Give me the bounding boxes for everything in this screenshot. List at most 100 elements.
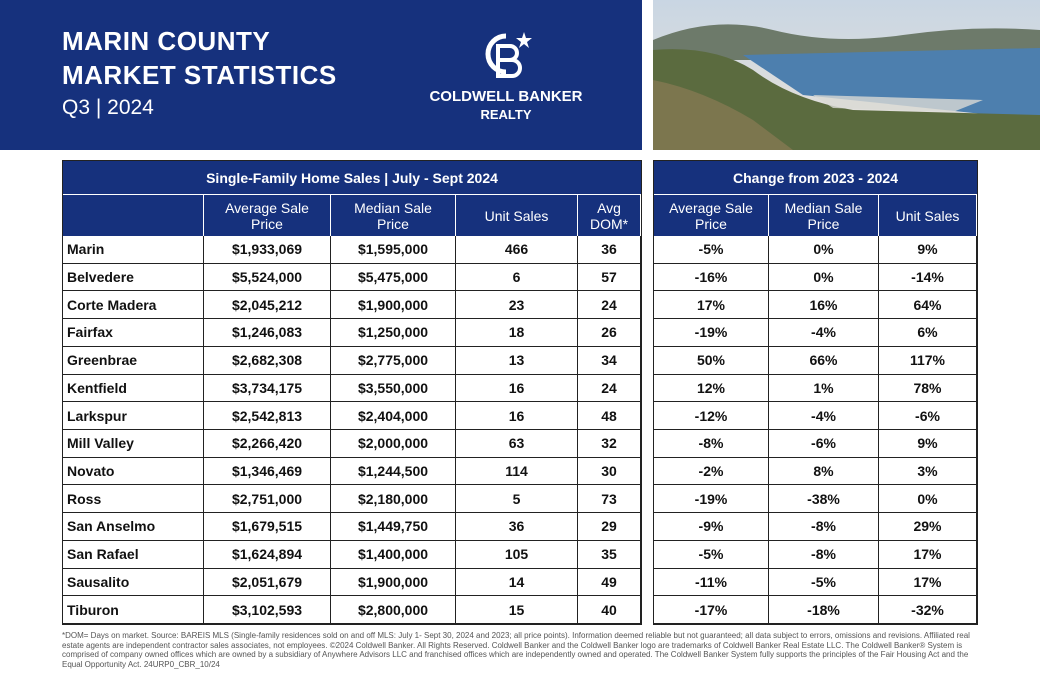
subtitle: Q3 | 2024 [62,96,154,119]
table-cell: 3% [879,457,977,486]
table-cell: 63 [456,430,578,458]
table-cell: -14% [879,263,977,292]
row-label: Sausalito [63,568,204,597]
table-cell: 35 [578,540,641,569]
table-cell: 34 [578,346,641,375]
table-cell: $2,266,420 [204,430,331,458]
row-label: Tiburon [63,596,204,624]
table-cell: -19% [654,485,769,514]
row-label: Novato [63,457,204,486]
table-cell: -11% [654,568,769,597]
table-cell: $2,682,308 [204,346,331,375]
logo-text: COLDWELL BANKER [429,88,583,105]
table-cell: -12% [654,402,769,430]
table-cell: -8% [769,513,879,541]
table-cell: 29 [578,513,641,541]
table-cell: $2,000,000 [331,430,456,458]
table-title: Change from 2023 - 2024 [654,161,977,195]
table-cell: 66% [769,346,879,375]
row-label: Marin [63,236,204,264]
photo [653,0,1040,150]
table-cell: -32% [879,596,977,624]
row-label: Ross [63,485,204,514]
table-cell: $2,751,000 [204,485,331,514]
table-cell: $2,404,000 [331,402,456,430]
table-cell: 17% [879,568,977,597]
table-cell: $3,102,593 [204,596,331,624]
table-cell: 6 [456,263,578,292]
row-label: Greenbrae [63,346,204,375]
row-label: Larkspur [63,402,204,430]
table-cell: 5 [456,485,578,514]
table-cell: $3,550,000 [331,374,456,403]
table-cell: $2,045,212 [204,291,331,320]
table-cell: 1% [769,374,879,403]
table-cell: 36 [578,236,641,264]
table-cell: -8% [769,540,879,569]
footnote: *DOM= Days on market. Source: BAREIS MLS… [62,631,970,669]
table-cell: -16% [654,263,769,292]
table-cell: 48 [578,402,641,430]
header: MARIN COUNTY MARKET STATISTICS Q3 | 2024… [0,0,642,150]
table-cell: 9% [879,430,977,458]
table-cell: $1,400,000 [331,540,456,569]
table-cell: 0% [769,236,879,264]
table-cell: -6% [879,402,977,430]
column-header [63,195,204,236]
table-cell: 26 [578,319,641,347]
table-cell: 117% [879,346,977,375]
table-cell: $1,679,515 [204,513,331,541]
column-header: Unit Sales [879,195,977,236]
table-cell: 24 [578,374,641,403]
title-line: MARIN COUNTY [62,26,271,56]
table-cell: $1,250,000 [331,319,456,347]
row-label: Belvedere [63,263,204,292]
table-cell: -17% [654,596,769,624]
table-cell: $2,800,000 [331,596,456,624]
table-cell: $1,244,500 [331,457,456,486]
table-cell: 30 [578,457,641,486]
table-cell: -4% [769,402,879,430]
table-cell: 13 [456,346,578,375]
table-title: Single-Family Home Sales | July - Sept 2… [63,161,641,195]
table-cell: $1,246,083 [204,319,331,347]
table-cell: 0% [879,485,977,514]
table-cell: $2,051,679 [204,568,331,597]
table-cell: 49 [578,568,641,597]
table-cell: $3,734,175 [204,374,331,403]
table-cell: 12% [654,374,769,403]
change-table: Change from 2023 - 2024 Average Sale Pric… [653,160,978,625]
table-cell: $1,900,000 [331,291,456,320]
table-cell: 17% [879,540,977,569]
table-cell: $1,346,469 [204,457,331,486]
table-cell: $1,595,000 [331,236,456,264]
table-cell: -5% [769,568,879,597]
table-cell: 29% [879,513,977,541]
row-label: San Anselmo [63,513,204,541]
row-label: Kentfield [63,374,204,403]
column-header: Average Sale Price [204,195,331,236]
row-label: San Rafael [63,540,204,569]
table-cell: $2,180,000 [331,485,456,514]
table-cell: -19% [654,319,769,347]
table-cell: 18 [456,319,578,347]
table-cell: 40 [578,596,641,624]
sales-table: Single-Family Home Sales | July - Sept 2… [62,160,642,625]
column-header: Median Sale Price [331,195,456,236]
table-cell: 24 [578,291,641,320]
table-cell: $1,449,750 [331,513,456,541]
table-cell: $1,624,894 [204,540,331,569]
table-cell: 14 [456,568,578,597]
table-cell: -5% [654,236,769,264]
table-cell: 17% [654,291,769,320]
row-label: Corte Madera [63,291,204,320]
table-cell: 466 [456,236,578,264]
table-cell: -4% [769,319,879,347]
table-cell: -38% [769,485,879,514]
table-cell: 8% [769,457,879,486]
table-cell: -6% [769,430,879,458]
table-cell: $2,775,000 [331,346,456,375]
table-cell: $2,542,813 [204,402,331,430]
table-cell: 105 [456,540,578,569]
table-cell: -2% [654,457,769,486]
